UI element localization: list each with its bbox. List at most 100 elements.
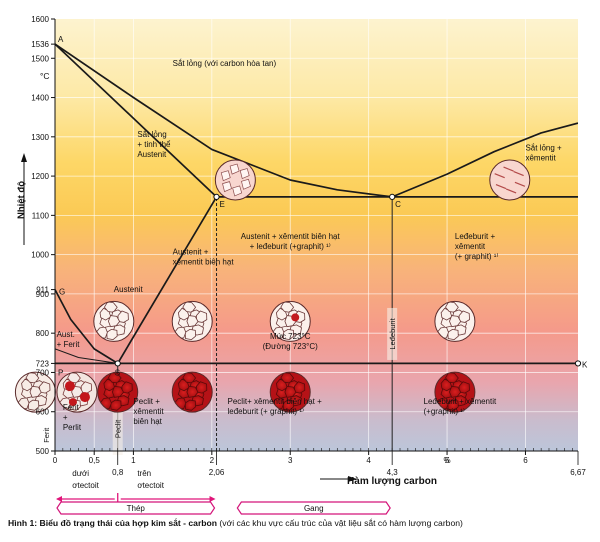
grid	[55, 19, 578, 451]
pearlite-grain	[79, 392, 90, 403]
grain	[447, 328, 459, 341]
micrograph-border	[269, 300, 311, 342]
axes: 500 600 700 800 900 1000 1100 1200 1300 1400 1500 1…	[31, 15, 586, 477]
region-label: Austenit	[114, 285, 144, 294]
vertical-line-label: Peclit	[114, 419, 123, 438]
region-label: Leđeburit + xêmentit	[424, 397, 497, 406]
micrograph-border	[214, 159, 256, 201]
micrograph-base	[489, 160, 530, 201]
y-extra-tick-label: 911	[36, 286, 49, 295]
micrograph-border	[56, 371, 98, 413]
point-label-A: A	[58, 35, 64, 44]
grain	[27, 399, 40, 411]
vertical-label-bg	[112, 403, 123, 455]
micrograph-grains	[270, 301, 311, 342]
ferit-side-label: Ferit	[42, 427, 51, 443]
cementite-needle	[503, 166, 514, 172]
region-label: Aust.	[57, 330, 75, 339]
micrograph-border	[489, 159, 531, 201]
pearlite-grain	[68, 398, 77, 407]
x-tick-label: 1	[131, 456, 136, 465]
axis-labels: Nhiệt độ Hàm lượng carbon °C	[16, 71, 437, 487]
grain	[71, 385, 84, 398]
micrograph-border	[434, 300, 476, 342]
point-label-G: G	[59, 288, 65, 297]
range-arrow-head	[209, 496, 216, 502]
grain	[184, 328, 197, 341]
micrograph-border	[434, 371, 476, 413]
region-label: + tinh thể	[137, 140, 171, 149]
region-label: Sắt lỏng +	[525, 144, 562, 153]
point-label-K: K	[582, 360, 588, 369]
y-extra-tick-label: 723	[36, 359, 50, 368]
region-label: + leđeburit (+graphit) ¹⁾	[250, 242, 331, 251]
point-label-E: E	[220, 200, 225, 209]
micrograph-border	[269, 371, 311, 413]
y-tick-label: 600	[36, 408, 50, 417]
x-extra-tick-label: 0,8	[112, 468, 124, 477]
grain	[107, 315, 121, 328]
y-tick-label: 1600	[31, 15, 49, 24]
below-label: trên	[137, 469, 151, 478]
ledeburite-spot	[291, 313, 300, 322]
point-label-C: C	[395, 200, 401, 209]
micrograph-grains	[434, 301, 475, 342]
crystal	[239, 168, 250, 179]
micrograph-grains	[172, 301, 213, 342]
cementite-needle	[514, 181, 526, 187]
x-tick-label: 0,5	[89, 456, 101, 465]
micrograph-ferrite-pearlite	[56, 371, 98, 413]
crystal	[232, 185, 243, 197]
region-label: Peclit+ xêmentit biên hạt +	[228, 397, 323, 406]
below-label: dưới	[72, 469, 89, 478]
grain	[282, 328, 295, 341]
range-arrow-head	[56, 496, 62, 502]
grain	[111, 385, 124, 398]
grain	[282, 399, 295, 411]
region-label: xêmentit	[133, 407, 164, 416]
x-extra-tick-label: 2,06	[209, 468, 225, 477]
x-tick-label: 6	[523, 456, 528, 465]
micrograph-grains	[56, 372, 97, 413]
region-label: Ferit	[63, 403, 80, 412]
region-label: Austenit + xêmentit biên hạt	[241, 232, 341, 241]
phase-line-liquidus-AC	[55, 43, 393, 198]
vertical-lines: Peclit Leđeburit Ferit	[42, 196, 398, 455]
y-tick-label: 1300	[31, 133, 49, 142]
grain	[184, 399, 197, 411]
caption-bold: Hình 1: Biểu đồ trạng thái của hợp kim s…	[8, 518, 218, 528]
y-tick-label: 1000	[31, 251, 49, 260]
micrograph-liquid-cementite	[489, 159, 531, 201]
x-tick-label: 0	[53, 456, 58, 465]
region-label: Mức 723°C	[270, 332, 311, 341]
y-tick-label: 1100	[32, 211, 50, 220]
crystal	[241, 178, 251, 190]
point-marker-C	[389, 193, 396, 201]
crystal	[220, 170, 231, 182]
below-label: ơtectoit	[137, 481, 164, 490]
micrograph-grains	[172, 372, 213, 413]
micrograph-grains	[434, 372, 475, 413]
grain	[449, 315, 462, 328]
cementite-needle	[513, 170, 524, 177]
region-label: Sắt lỏng	[137, 130, 166, 139]
x-axis-label: Hàm lượng carbon	[347, 476, 437, 487]
micrograph-austenite	[171, 300, 213, 342]
cementite-needle	[494, 173, 505, 179]
x-axis-arrow	[320, 476, 357, 482]
micrograph-border	[97, 371, 139, 413]
region-label: Sắt lỏng (với carbon hòa tan)	[173, 59, 277, 68]
y-unit-label: °C	[40, 71, 50, 81]
point-marker-K	[574, 360, 582, 367]
region-label: + Ferit	[57, 340, 81, 349]
x-extra-tick-label: 6,67	[570, 468, 586, 477]
x-extra-tick-label: 4,3	[387, 468, 399, 477]
crystal	[222, 181, 232, 193]
y-tick-label: 1200	[31, 172, 49, 181]
micrograph-pearlite	[434, 371, 476, 413]
micrograph-austenite-ledeburite	[269, 300, 311, 342]
region-label: leđeburit (+ graphit) ¹⁾	[228, 407, 304, 416]
y-tick-label: 700	[36, 368, 50, 377]
phase-line-liquidus-CD	[391, 122, 578, 198]
micrograph-border	[171, 371, 213, 413]
